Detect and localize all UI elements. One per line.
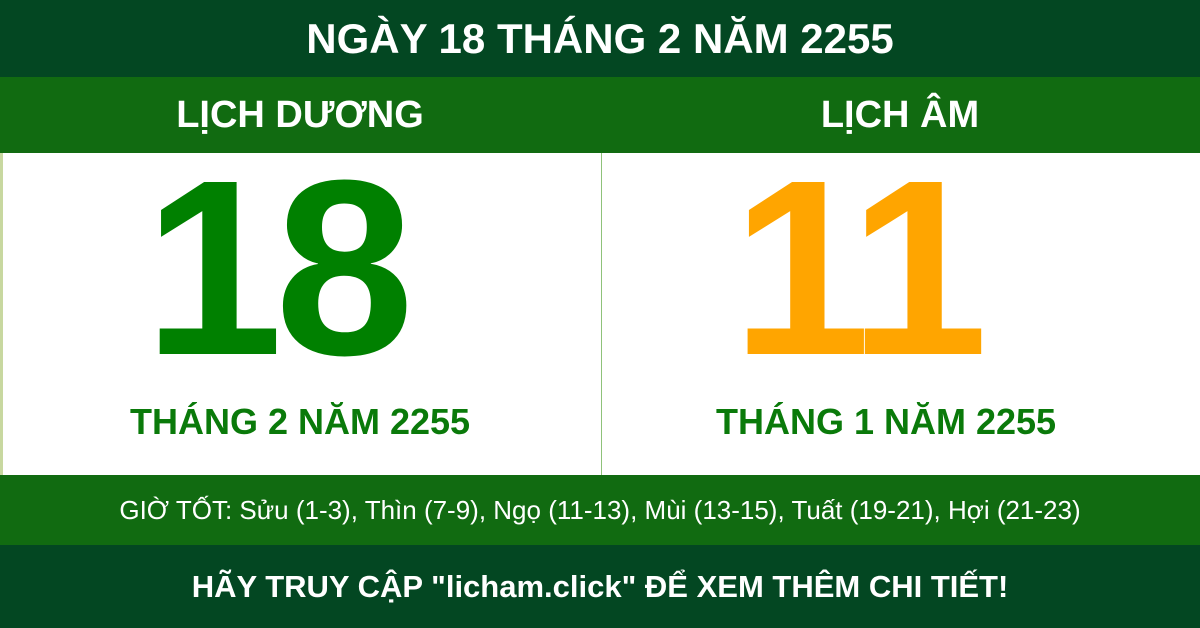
calendar-body: 18 THÁNG 2 NĂM 2255 11 THÁNG 1 NĂM 2255 [0, 128, 1200, 475]
solar-month-year: THÁNG 2 NĂM 2255 [129, 401, 471, 442]
calendar-headers: LỊCH DƯƠNG LỊCH ÂM [0, 77, 1200, 153]
lunar-heading: LỊCH ÂM [820, 93, 980, 136]
lunar-month-year: THÁNG 1 NĂM 2255 [715, 401, 1057, 442]
page-title: NGÀY 18 THÁNG 2 NĂM 2255 [0, 0, 1200, 77]
good-hours: GIỜ TỐT: Sửu (1-3), Thìn (7-9), Ngọ (11-… [0, 475, 1200, 545]
lunar-panel: 11 THÁNG 1 NĂM 2255 [602, 143, 1200, 475]
solar-heading: LỊCH DƯƠNG [176, 93, 424, 136]
solar-day: 18 [143, 128, 414, 407]
footer-cta: HÃY TRUY CẬP "licham.click" ĐỂ XEM THÊM … [0, 545, 1200, 628]
solar-panel: 18 THÁNG 2 NĂM 2255 [0, 128, 602, 475]
lunar-day: 11 [731, 128, 988, 407]
